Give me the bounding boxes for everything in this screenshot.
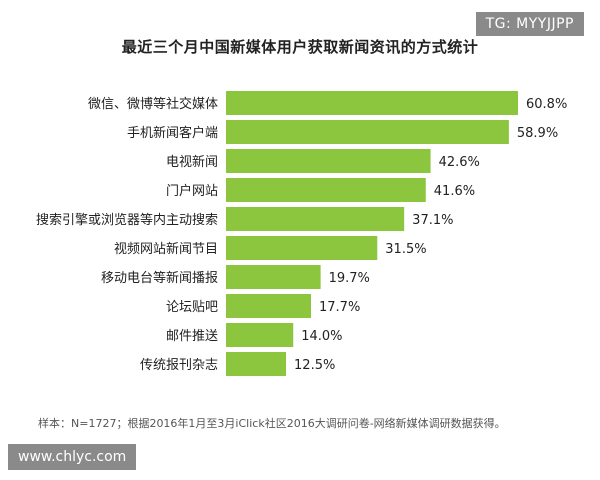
category-label-6: 移动电台等新闻播报 bbox=[101, 270, 218, 286]
category-label-0: 微信、微博等社交媒体 bbox=[88, 96, 218, 112]
bar-1 bbox=[226, 120, 509, 144]
value-label-8: 14.0% bbox=[301, 329, 342, 344]
bar-chart: 微信、微博等社交媒体 60.8% 手机新闻客户端 58.9% 电视新闻 42.6% 门户网站… bbox=[36, 91, 567, 376]
bar-0 bbox=[226, 91, 518, 115]
bar-4 bbox=[226, 207, 405, 231]
watermark-tg: TG: MYYJJPP bbox=[475, 12, 584, 36]
category-label-7: 论坛贴吧 bbox=[166, 300, 218, 315]
footnote: 样本：N=1727；根据2016年1月至3月iClick社区2016大调研问卷-… bbox=[38, 417, 506, 430]
bar-7 bbox=[226, 294, 312, 318]
bar-3 bbox=[226, 178, 426, 202]
watermark-url: www.chlyc.com bbox=[8, 444, 137, 470]
value-label-5: 31.5% bbox=[385, 242, 426, 257]
value-label-7: 17.7% bbox=[319, 300, 360, 315]
bar-5 bbox=[226, 236, 378, 260]
value-label-9: 12.5% bbox=[294, 358, 335, 373]
value-label-6: 19.7% bbox=[329, 271, 370, 286]
value-label-2: 42.6% bbox=[439, 155, 480, 170]
bar-2 bbox=[226, 149, 431, 173]
value-label-4: 37.1% bbox=[412, 213, 453, 228]
category-label-5: 视频网站新闻节目 bbox=[114, 241, 218, 257]
bar-9 bbox=[226, 352, 287, 376]
category-label-3: 门户网站 bbox=[166, 183, 218, 199]
category-label-1: 手机新闻客户端 bbox=[127, 125, 218, 141]
category-label-4: 搜索引擎或浏览器等内主动搜索 bbox=[36, 212, 218, 228]
value-label-3: 41.6% bbox=[434, 184, 475, 199]
category-label-9: 传统报刊杂志 bbox=[140, 358, 218, 373]
category-label-8: 邮件推送 bbox=[166, 329, 218, 344]
category-label-2: 电视新闻 bbox=[166, 154, 218, 170]
value-label-1: 58.9% bbox=[517, 126, 558, 141]
chart-title: 最近三个月中国新媒体用户获取新闻资讯的方式统计 bbox=[121, 38, 479, 56]
bar-8 bbox=[226, 323, 294, 347]
value-label-0: 60.8% bbox=[526, 97, 567, 112]
bar-6 bbox=[226, 265, 321, 289]
